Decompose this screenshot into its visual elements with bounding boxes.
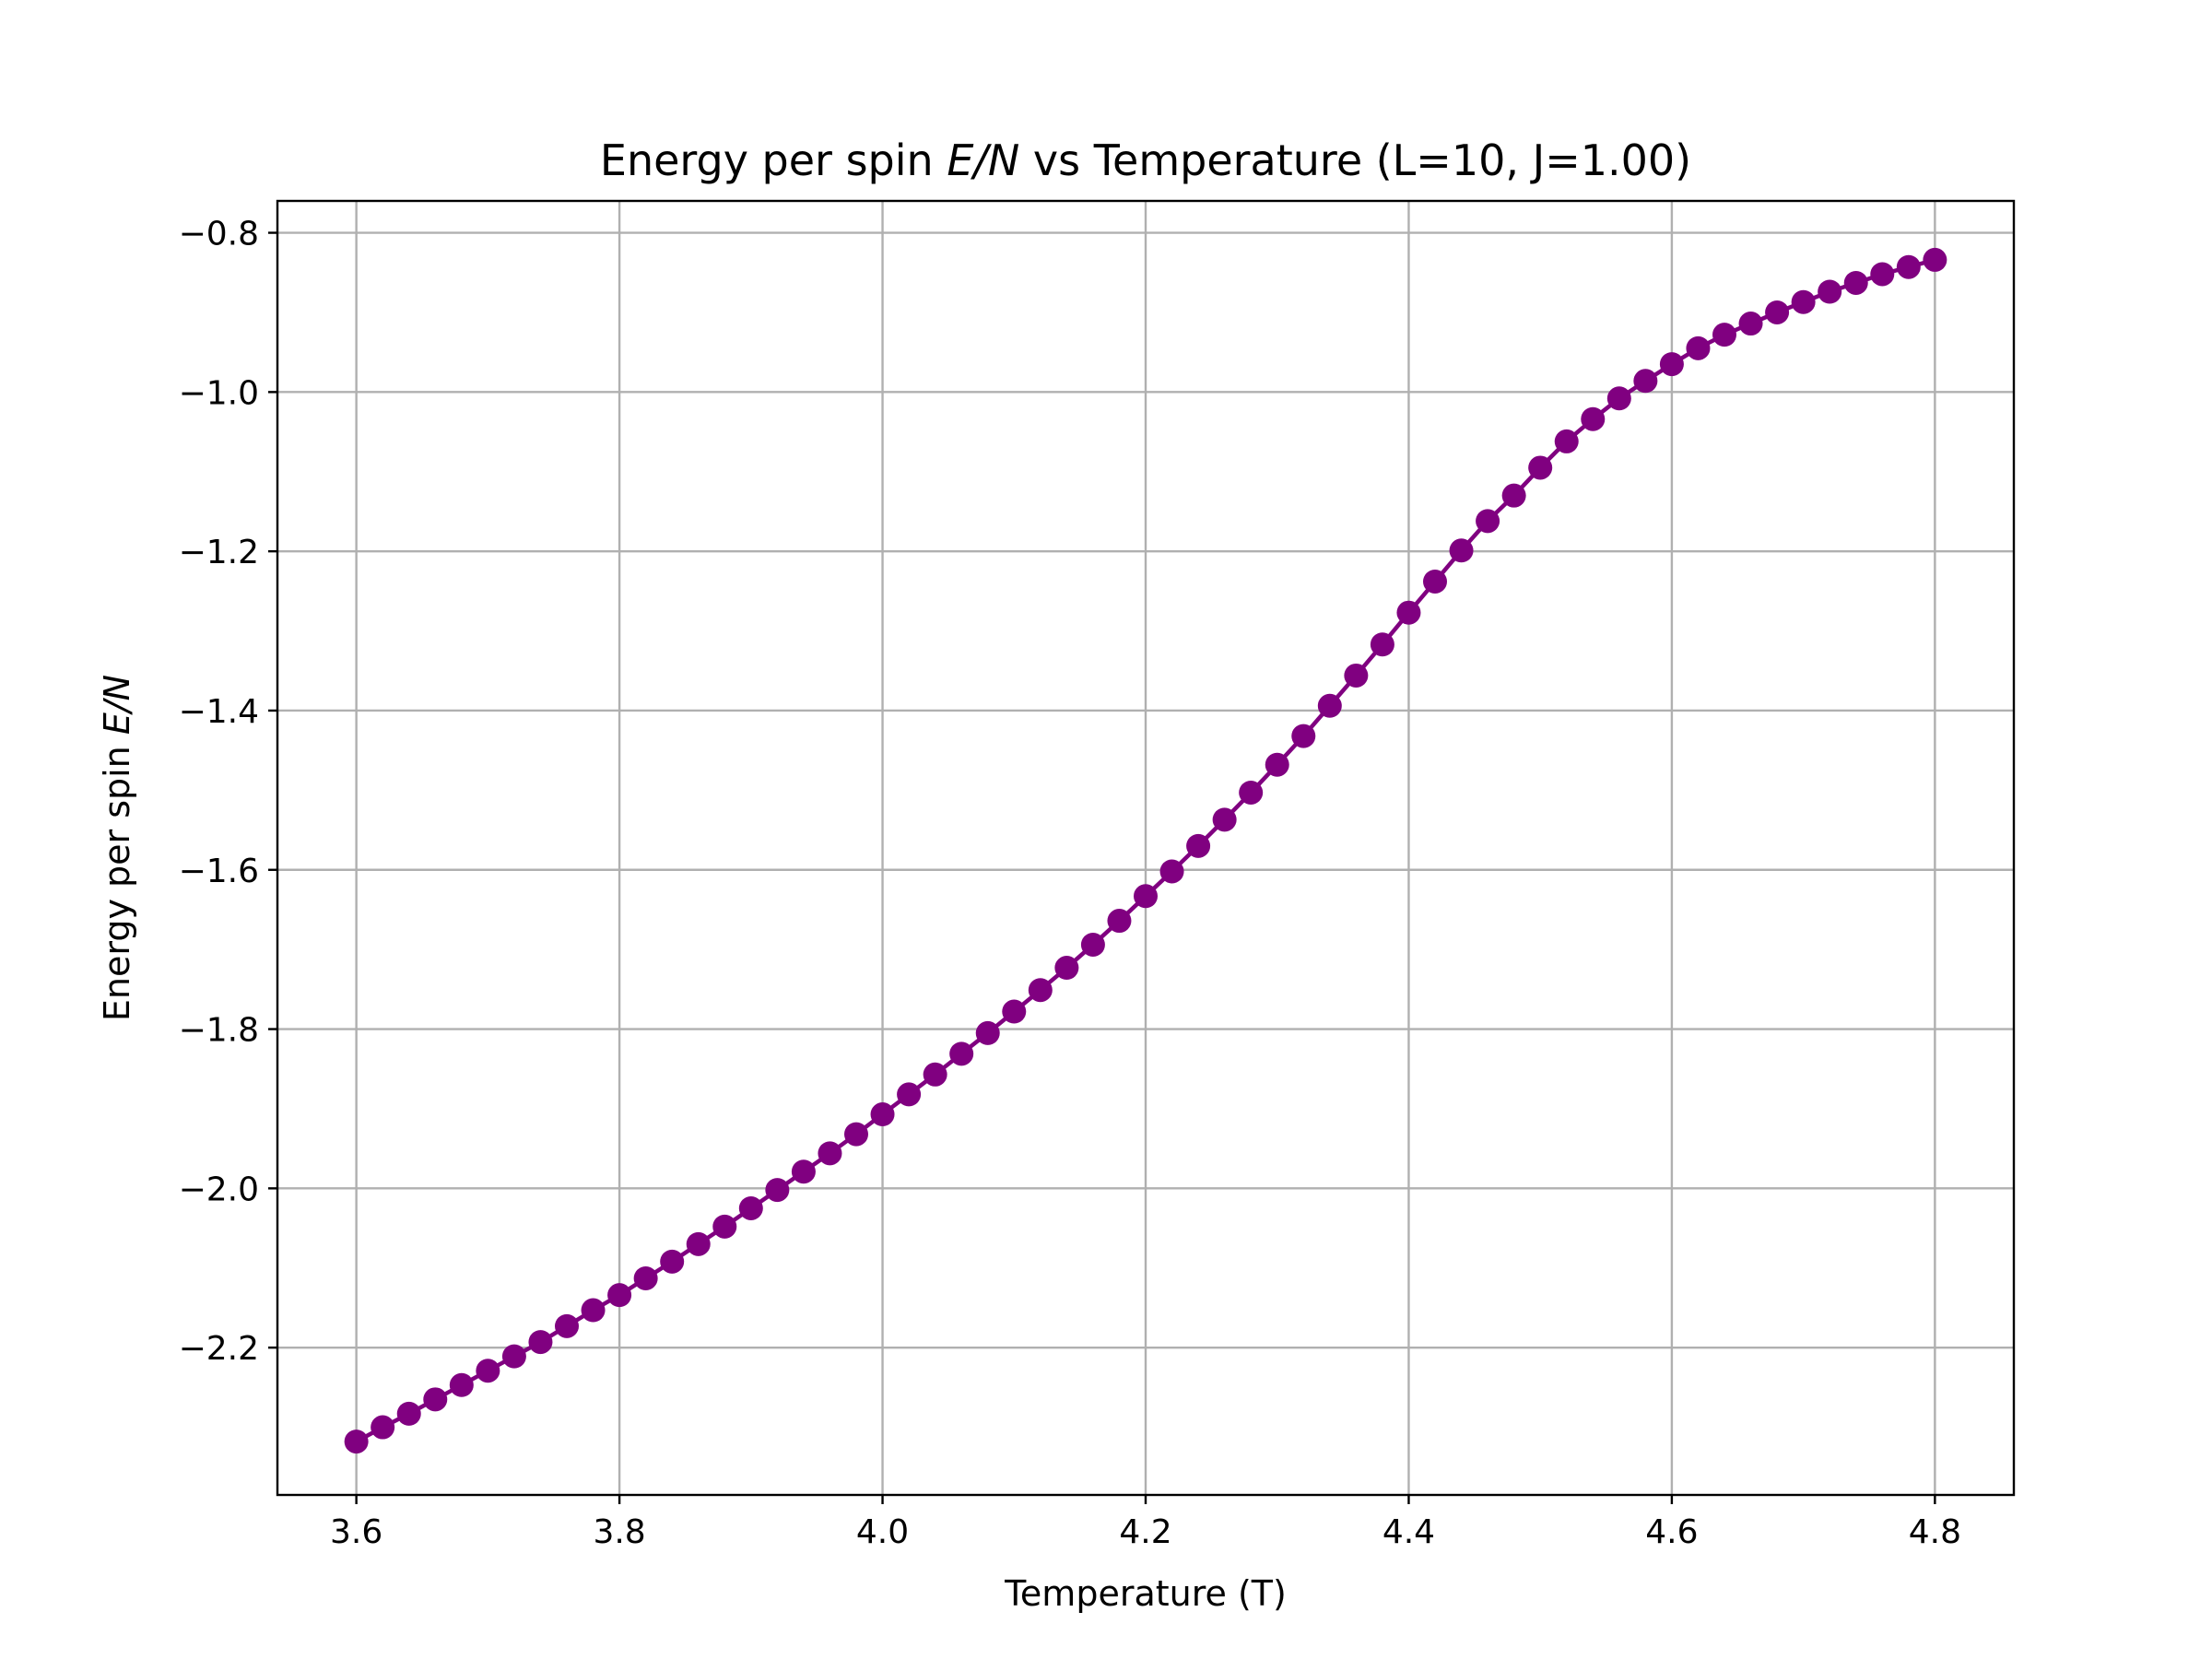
y-axis-label: Energy per spin E/N	[97, 675, 137, 1021]
data-point	[1423, 569, 1447, 594]
x-axis-label: Temperature (T)	[1004, 1573, 1287, 1614]
data-point	[1528, 455, 1553, 480]
data-point	[1633, 369, 1658, 394]
data-point	[1344, 663, 1369, 688]
data-point	[371, 1415, 395, 1440]
x-tick-label: 3.8	[593, 1513, 645, 1551]
data-point	[1554, 429, 1579, 453]
data-point	[581, 1298, 606, 1323]
data-point	[633, 1265, 658, 1290]
data-point	[344, 1430, 369, 1454]
y-tick-label: −2.2	[179, 1330, 259, 1368]
data-point	[870, 1102, 895, 1127]
data-point	[1581, 406, 1606, 431]
y-tick-label: −1.4	[179, 693, 259, 731]
data-point	[1396, 600, 1421, 625]
series-layer	[344, 247, 1947, 1454]
data-point	[555, 1313, 579, 1338]
data-point	[844, 1122, 868, 1147]
data-point	[1923, 247, 1947, 272]
data-point	[1686, 335, 1711, 360]
data-point	[1818, 279, 1842, 304]
data-point	[1080, 932, 1105, 957]
chart-title: Energy per spin E/N vs Temperature (L=10…	[600, 135, 1691, 185]
data-point	[1843, 270, 1868, 295]
data-point	[765, 1178, 790, 1203]
data-point	[528, 1330, 553, 1355]
data-point	[1028, 978, 1053, 1003]
data-point	[1659, 352, 1684, 377]
data-point	[686, 1231, 711, 1256]
grid-layer	[277, 201, 2014, 1495]
data-point	[660, 1249, 685, 1274]
data-point	[949, 1041, 974, 1066]
data-point	[1317, 693, 1342, 718]
data-point	[975, 1020, 1000, 1045]
data-point	[897, 1082, 922, 1107]
data-point	[1606, 386, 1631, 411]
data-point	[1239, 780, 1264, 805]
x-tick-label: 3.6	[330, 1513, 382, 1551]
data-point	[501, 1344, 526, 1369]
data-point	[1159, 859, 1184, 884]
data-point	[423, 1387, 448, 1412]
data-point	[607, 1283, 632, 1308]
data-point	[1791, 289, 1816, 314]
data-point	[1002, 999, 1027, 1024]
data-point	[818, 1141, 842, 1166]
tick-layer: 3.6 3.8 4.0 4.2 4.4 4.6 4.8 −2.2 −2.0 −1.8 −1.6 −1.…	[179, 216, 1961, 1551]
data-point	[1370, 632, 1394, 657]
data-point	[923, 1062, 947, 1087]
data-point	[738, 1195, 763, 1220]
y-tick-label: −2.0	[179, 1171, 259, 1208]
data-point	[1476, 509, 1500, 534]
x-tick-label: 4.2	[1119, 1513, 1171, 1551]
y-tick-label: −1.0	[179, 374, 259, 412]
data-point	[1107, 909, 1132, 934]
data-point	[1134, 884, 1158, 909]
data-point	[1449, 538, 1474, 563]
x-tick-label: 4.0	[856, 1513, 909, 1551]
data-point	[1186, 833, 1211, 858]
y-tick-label: −1.6	[179, 853, 259, 890]
x-tick-label: 4.4	[1382, 1513, 1435, 1551]
data-point	[712, 1214, 737, 1239]
data-point	[791, 1159, 816, 1184]
x-tick-label: 4.8	[1909, 1513, 1961, 1551]
data-point	[1870, 262, 1895, 287]
data-point	[1265, 752, 1289, 777]
data-point	[1738, 312, 1763, 336]
y-tick-label: −0.8	[179, 216, 259, 253]
data-point	[476, 1359, 500, 1383]
x-tick-label: 4.6	[1645, 1513, 1698, 1551]
data-point	[1291, 724, 1316, 748]
data-point	[1765, 300, 1790, 324]
data-point	[1896, 254, 1921, 279]
data-point	[1712, 323, 1736, 347]
y-tick-label: −1.2	[179, 534, 259, 571]
data-point	[1054, 956, 1079, 981]
data-point	[1501, 483, 1526, 508]
data-point	[1212, 807, 1237, 832]
data-point	[449, 1372, 474, 1397]
y-tick-label: −1.8	[179, 1012, 259, 1050]
data-point	[396, 1401, 421, 1426]
